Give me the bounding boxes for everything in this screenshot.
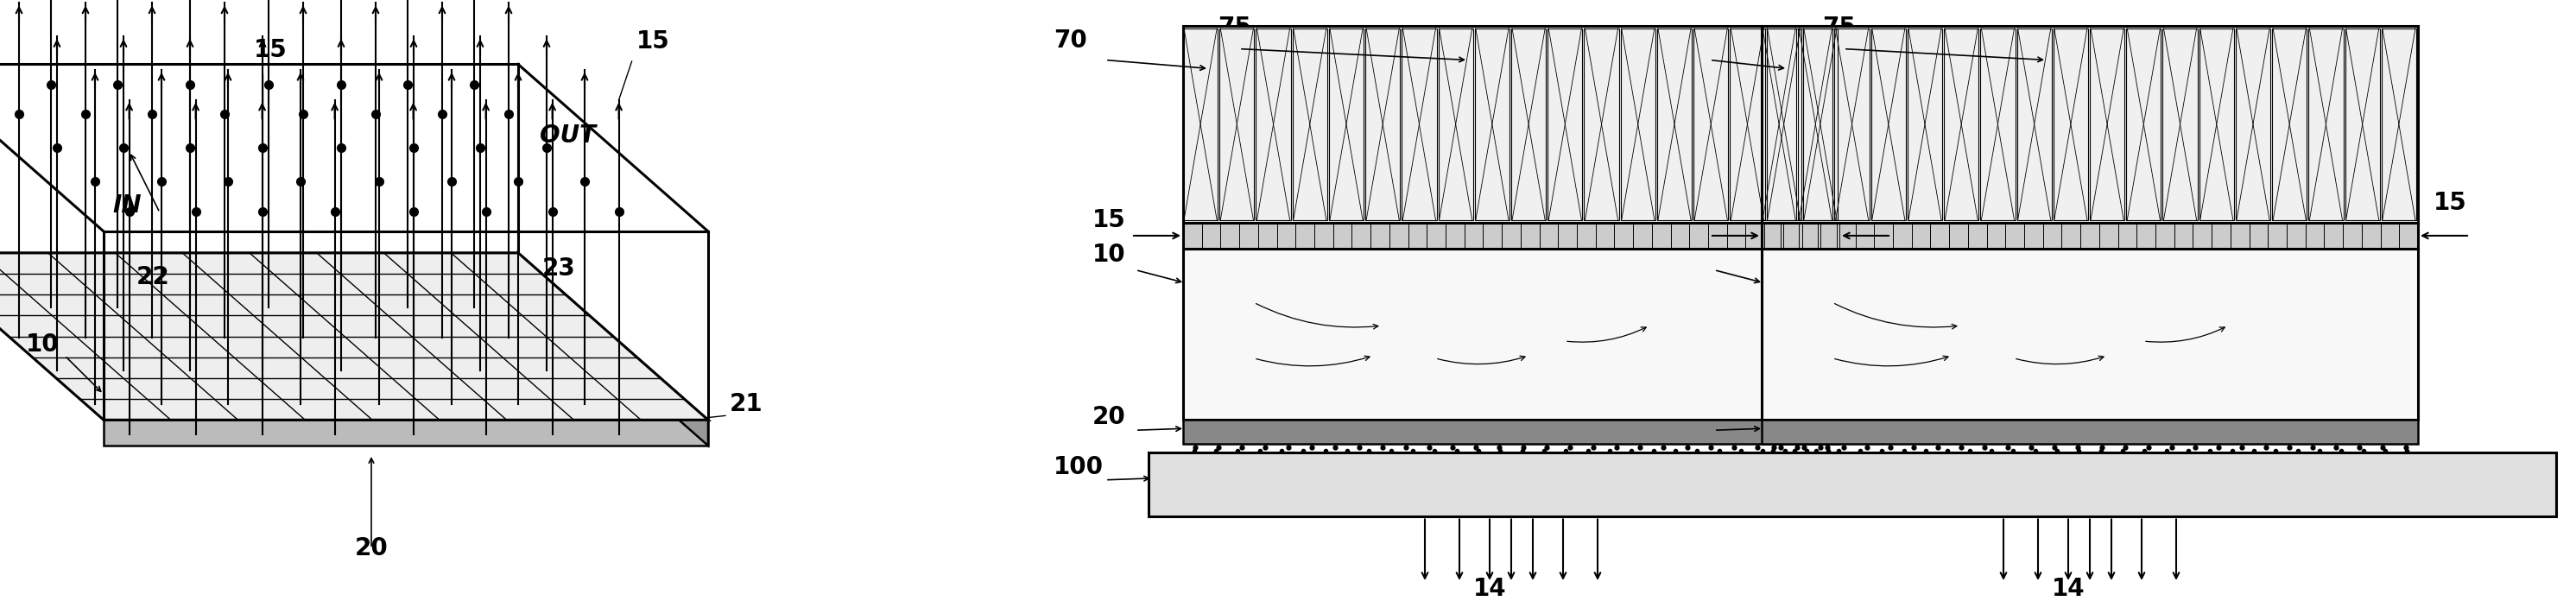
Text: 21: 21 [729, 392, 762, 416]
Bar [1257, 28, 1291, 220]
Text: 70: 70 [1659, 28, 1692, 52]
Text: 15: 15 [1855, 191, 1888, 215]
Bar [1762, 249, 2419, 420]
Text: 10: 10 [26, 332, 59, 356]
Bar [1692, 28, 1728, 220]
Bar [1182, 420, 1839, 444]
Bar [1762, 223, 2419, 249]
Bar [1182, 249, 1839, 420]
Text: 100: 100 [1054, 455, 1103, 479]
Text: 20: 20 [1672, 405, 1705, 429]
Bar [1329, 28, 1363, 220]
Bar [1548, 28, 1582, 220]
Bar [1981, 28, 2014, 220]
Bar [1182, 223, 1839, 249]
Bar [1762, 26, 2419, 223]
Text: 22: 22 [1821, 276, 1855, 301]
Bar [2200, 28, 2233, 220]
Text: 23: 23 [1553, 316, 1587, 340]
Text: 23: 23 [2133, 316, 2166, 340]
Bar [1834, 28, 1870, 220]
Text: 75: 75 [1824, 15, 1857, 40]
Text: 15: 15 [636, 29, 670, 53]
Bar [1656, 28, 1692, 220]
Text: 75: 75 [1218, 15, 1252, 40]
Bar [2272, 28, 2308, 220]
Text: 14: 14 [1473, 576, 1507, 601]
Bar [1182, 26, 1839, 223]
Bar [2125, 28, 2161, 220]
Bar [2053, 28, 2089, 220]
Bar [1584, 28, 1618, 220]
Bar [1365, 28, 1401, 220]
Bar [1762, 420, 2419, 444]
Bar [1512, 28, 1546, 220]
Bar [2164, 28, 2197, 220]
Bar [1767, 28, 1801, 220]
Text: 30: 30 [2004, 332, 2038, 356]
Text: 10: 10 [1092, 242, 1126, 267]
Bar [1401, 28, 1437, 220]
Text: 20: 20 [355, 536, 389, 561]
Bar [1803, 28, 1837, 220]
Bar [1762, 28, 1795, 220]
Text: IN: IN [113, 194, 142, 218]
Bar [2017, 28, 2050, 220]
Bar [1731, 28, 1765, 220]
Polygon shape [0, 253, 708, 420]
Bar [1182, 28, 1218, 220]
Text: 15: 15 [1092, 208, 1126, 233]
Polygon shape [103, 420, 708, 446]
Bar [1620, 28, 1656, 220]
Text: 21: 21 [1244, 332, 1278, 356]
Bar [2236, 28, 2269, 220]
Text: OUT: OUT [538, 124, 595, 148]
Text: 22: 22 [137, 265, 170, 290]
Bar [2089, 28, 2125, 220]
Bar [1218, 28, 1255, 220]
Text: 20: 20 [1092, 405, 1126, 429]
Bar [1870, 28, 1906, 220]
Text: 30: 30 [1425, 332, 1458, 356]
Text: 14: 14 [2050, 576, 2084, 601]
Text: 23: 23 [544, 257, 577, 281]
Text: 15: 15 [252, 38, 286, 63]
Text: 21: 21 [1821, 332, 1855, 356]
Bar [1906, 28, 1942, 220]
Text: 70: 70 [1054, 28, 1087, 52]
Bar [2380, 28, 2416, 220]
Bar [1149, 453, 2555, 517]
Bar [2308, 28, 2344, 220]
Text: 15: 15 [2434, 191, 2468, 215]
Polygon shape [518, 253, 708, 446]
Text: 15: 15 [1672, 208, 1705, 233]
Bar [1945, 28, 1978, 220]
Bar [1293, 28, 1327, 220]
Text: 22: 22 [1244, 276, 1278, 301]
Bar [1437, 28, 1473, 220]
Bar [1798, 28, 1834, 220]
Text: 10: 10 [1672, 242, 1705, 267]
Bar [1476, 28, 1510, 220]
Bar [2344, 28, 2380, 220]
